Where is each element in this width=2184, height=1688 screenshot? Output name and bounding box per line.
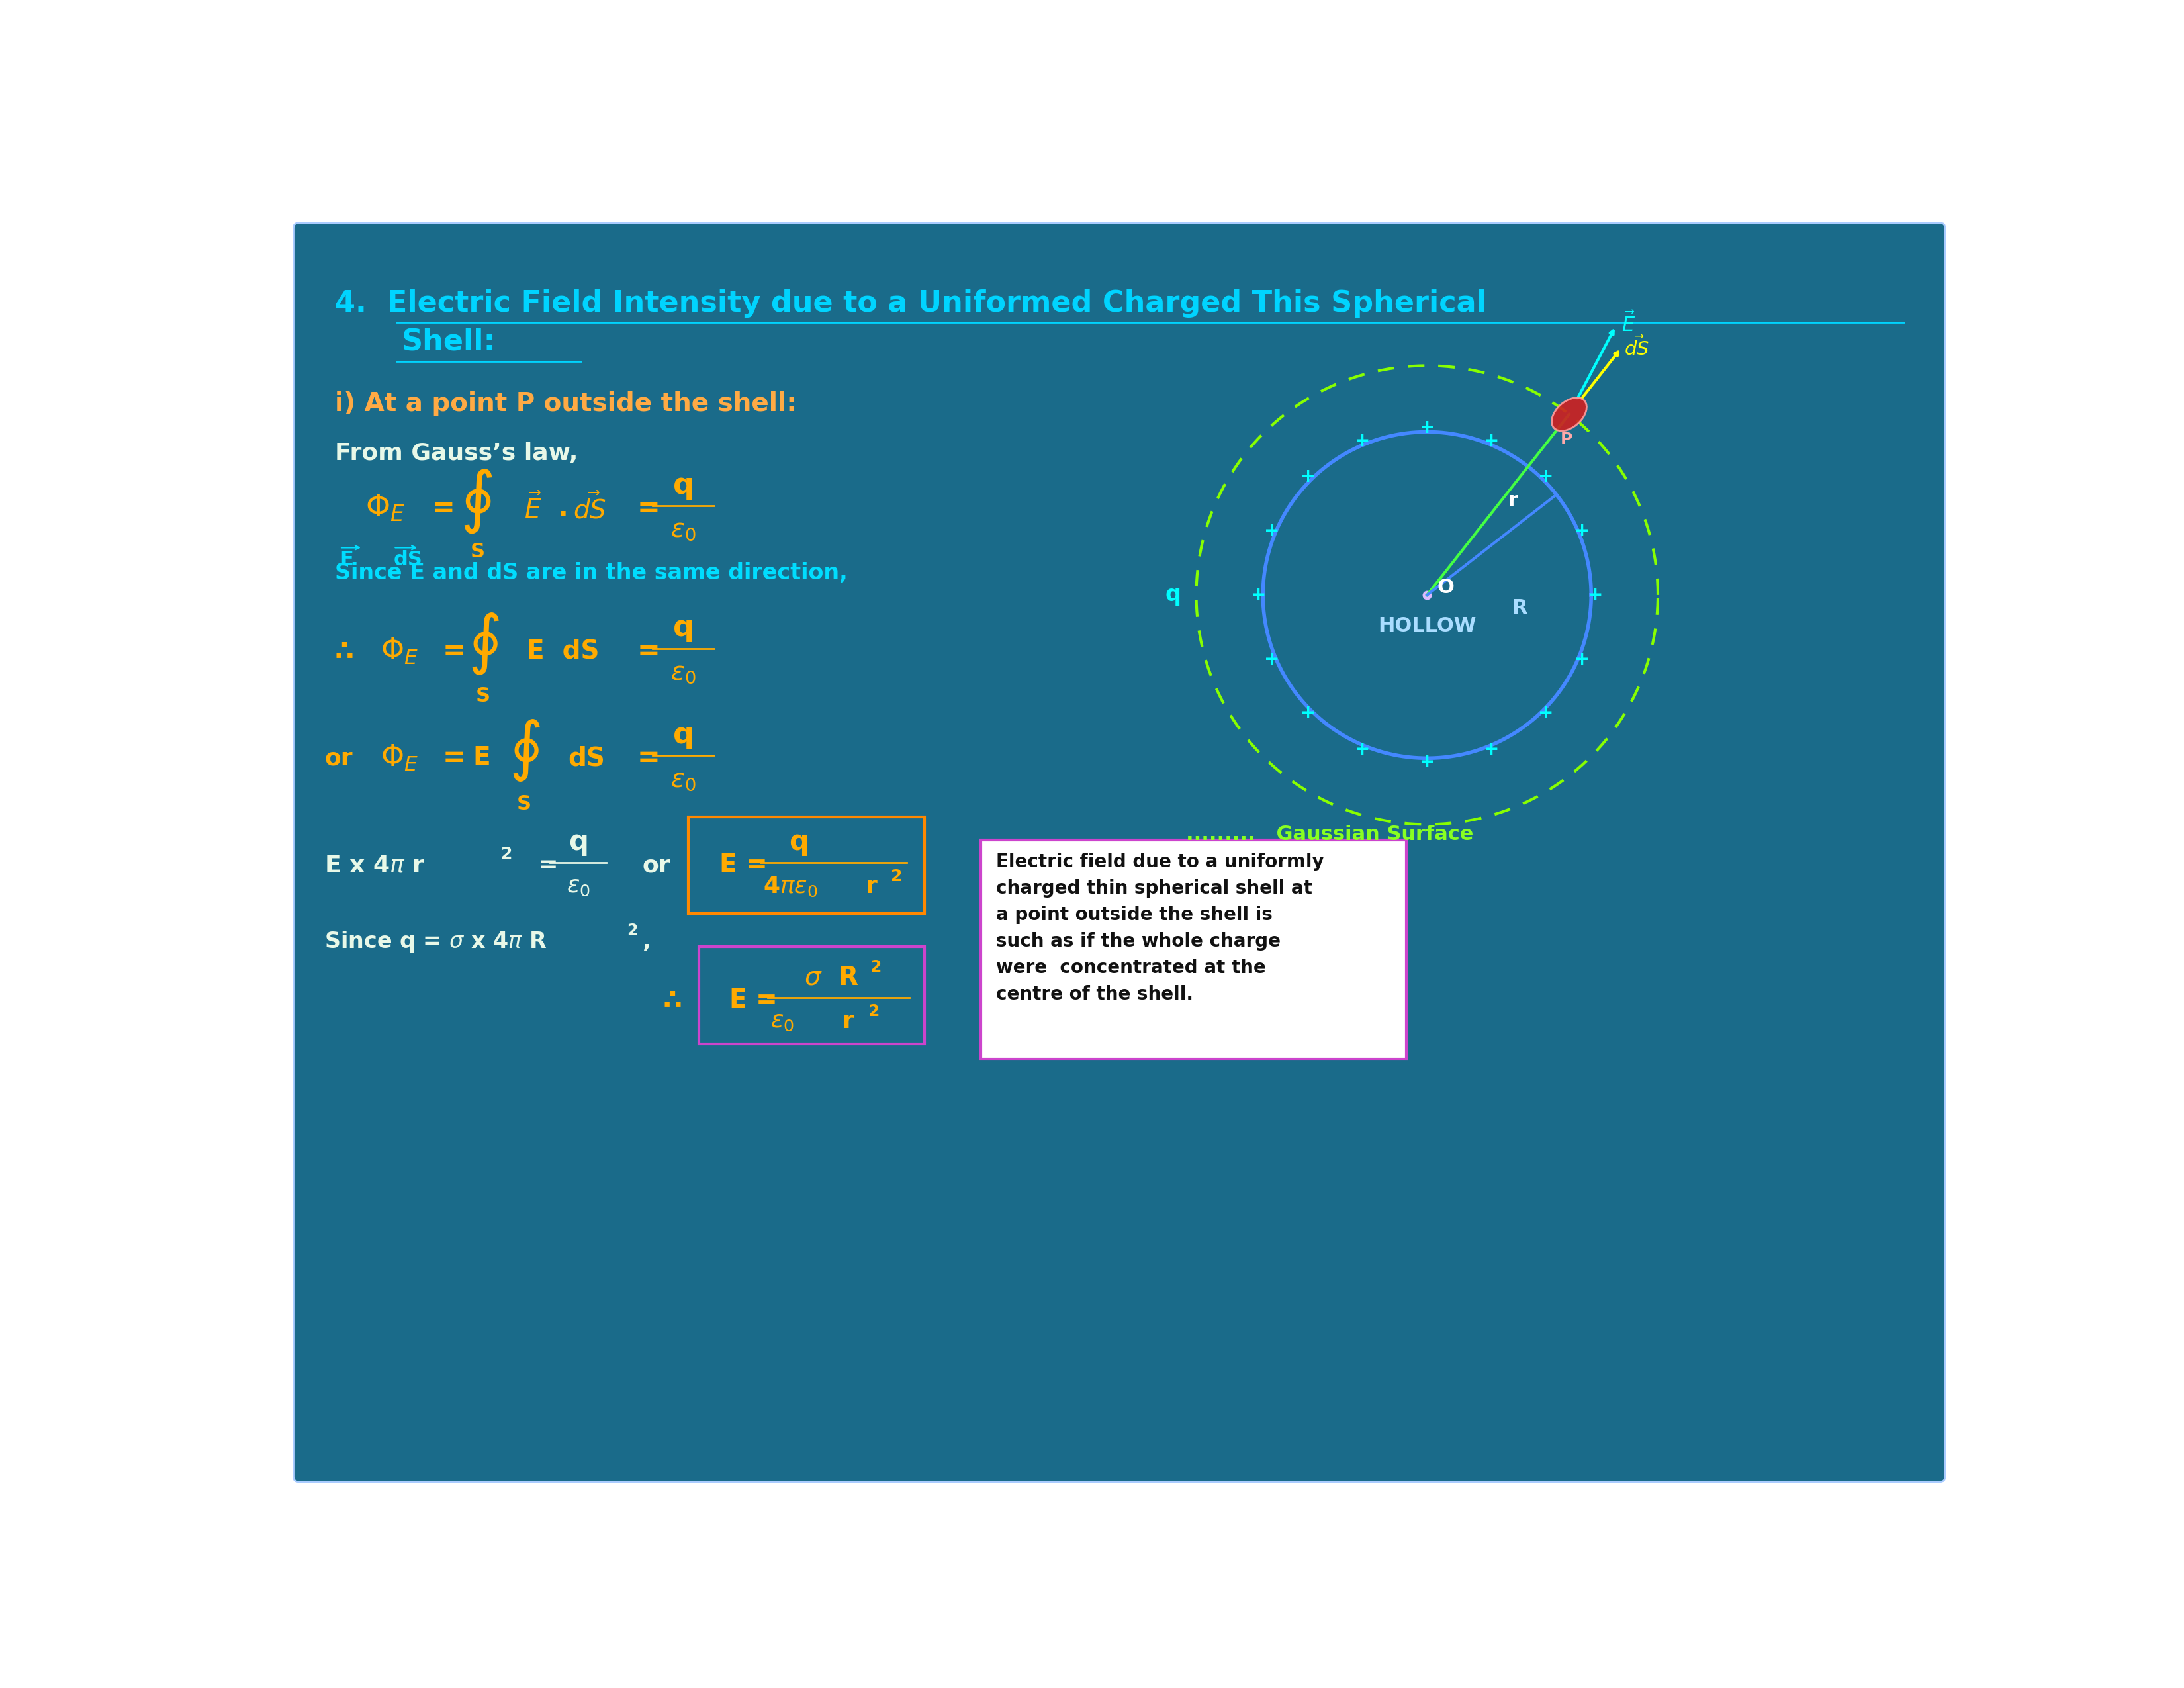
Text: $\oint$: $\oint$ — [509, 717, 539, 783]
Text: =: = — [522, 854, 559, 876]
Text: $\Phi_E$: $\Phi_E$ — [380, 636, 419, 665]
Text: $\varepsilon_0$: $\varepsilon_0$ — [566, 876, 590, 898]
Text: S: S — [518, 795, 531, 814]
Text: +: + — [1299, 468, 1315, 486]
Text: $\vec{E}$: $\vec{E}$ — [524, 493, 542, 523]
Text: .........   Gaussian Surface: ......... Gaussian Surface — [1186, 825, 1474, 844]
Text: S: S — [476, 687, 489, 706]
Text: E x 4$\pi$ r: E x 4$\pi$ r — [323, 854, 426, 876]
Text: or: or — [642, 854, 670, 876]
Text: $\sigma$  R: $\sigma$ R — [804, 966, 858, 989]
Text: 2: 2 — [502, 846, 513, 863]
Text: From Gauss’s law,: From Gauss’s law, — [334, 442, 579, 464]
Text: q: q — [673, 471, 695, 500]
Text: q: q — [568, 829, 587, 856]
Text: q: q — [788, 829, 808, 856]
Text: or: or — [323, 746, 352, 770]
Text: E =: E = — [719, 852, 767, 878]
Text: 2: 2 — [891, 868, 902, 885]
Text: E  dS: E dS — [526, 638, 598, 663]
Text: Shell:: Shell: — [402, 327, 496, 356]
Text: 4$\pi\varepsilon_0$: 4$\pi\varepsilon_0$ — [762, 874, 817, 898]
Text: R: R — [1511, 598, 1527, 618]
Text: .: . — [557, 495, 568, 522]
Text: $\vec{E}$: $\vec{E}$ — [1623, 312, 1636, 336]
Text: E =: E = — [729, 987, 778, 1013]
Text: $\varepsilon_0$: $\varepsilon_0$ — [670, 766, 697, 792]
Text: $\oint$: $\oint$ — [461, 466, 494, 535]
Text: =: = — [441, 636, 465, 665]
Text: $\Phi_E$: $\Phi_E$ — [365, 493, 406, 523]
Text: $\varepsilon_0$: $\varepsilon_0$ — [670, 517, 697, 542]
Text: +: + — [1265, 650, 1280, 668]
Text: Electric field due to a uniformly
charged thin spherical shell at
a point outsid: Electric field due to a uniformly charge… — [996, 852, 1324, 1004]
Text: P: P — [1562, 432, 1572, 447]
Text: +: + — [1420, 753, 1435, 771]
Text: =: = — [432, 495, 454, 522]
Text: +: + — [1354, 741, 1369, 760]
Text: 2: 2 — [871, 959, 882, 976]
Text: E: E — [474, 746, 491, 771]
Text: +: + — [1483, 432, 1498, 449]
Text: q: q — [1164, 584, 1182, 606]
Text: +: + — [1354, 432, 1369, 449]
Text: +: + — [1299, 704, 1315, 722]
FancyBboxPatch shape — [293, 223, 1946, 1482]
Text: ,: , — [642, 930, 651, 952]
Text: $\varepsilon_0$: $\varepsilon_0$ — [771, 1011, 795, 1033]
Text: 2: 2 — [867, 1004, 880, 1020]
Text: r: r — [1509, 491, 1518, 510]
Text: $\oint$: $\oint$ — [467, 611, 500, 677]
Text: =: = — [638, 495, 660, 522]
Text: $\vec{dS}$: $\vec{dS}$ — [1625, 336, 1649, 360]
Text: 2: 2 — [627, 922, 638, 939]
Text: q: q — [673, 721, 695, 749]
Text: dS: dS — [568, 746, 605, 771]
Text: +: + — [1265, 522, 1280, 540]
Text: dS: dS — [393, 550, 422, 569]
Text: +: + — [1575, 650, 1590, 668]
Text: S: S — [470, 542, 485, 562]
Text: +: + — [1251, 586, 1267, 604]
Text: $\Phi_E$: $\Phi_E$ — [380, 743, 419, 773]
Text: 4.  Electric Field Intensity due to a Uniformed Charged This Spherical: 4. Electric Field Intensity due to a Uni… — [334, 289, 1485, 317]
Text: +: + — [1575, 522, 1590, 540]
Text: +: + — [1483, 741, 1498, 760]
Text: r: r — [865, 876, 878, 898]
Text: +: + — [1588, 586, 1603, 604]
Text: =: = — [441, 744, 465, 771]
Text: $\vec{dS}$: $\vec{dS}$ — [572, 493, 607, 523]
Text: ∴: ∴ — [662, 986, 681, 1014]
Text: q: q — [673, 614, 695, 643]
Text: E: E — [341, 550, 354, 569]
Text: +: + — [1538, 468, 1553, 486]
Text: $\varepsilon_0$: $\varepsilon_0$ — [670, 660, 697, 685]
Text: Since E and dS are in the same direction,: Since E and dS are in the same direction… — [334, 562, 847, 584]
FancyBboxPatch shape — [981, 839, 1406, 1058]
Text: =: = — [638, 744, 660, 771]
Text: Since q = $\sigma$ x 4$\pi$ R: Since q = $\sigma$ x 4$\pi$ R — [323, 930, 546, 954]
Text: ∴: ∴ — [334, 636, 354, 665]
Text: =: = — [638, 636, 660, 665]
Ellipse shape — [1551, 398, 1586, 430]
Text: O: O — [1437, 577, 1455, 598]
Text: HOLLOW: HOLLOW — [1378, 616, 1476, 635]
Text: +: + — [1420, 419, 1435, 437]
Text: i) At a point P outside the shell:: i) At a point P outside the shell: — [334, 392, 797, 417]
Text: +: + — [1538, 704, 1553, 722]
Text: r: r — [843, 1011, 854, 1033]
